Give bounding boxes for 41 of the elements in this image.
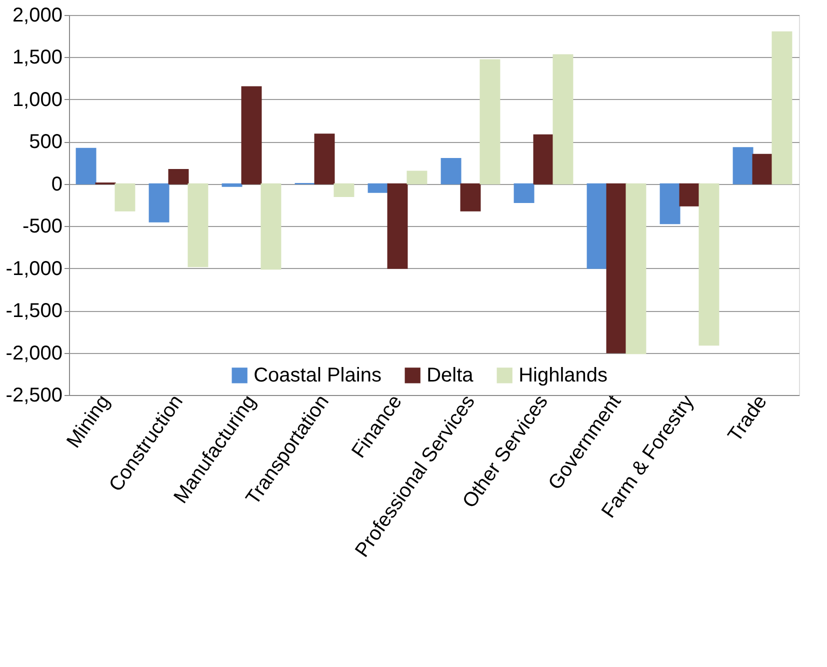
bar [586, 183, 608, 269]
bar [626, 183, 646, 354]
bar [168, 169, 189, 184]
y-tick-label: 500 [29, 131, 62, 154]
bar [114, 183, 136, 212]
bar [334, 183, 354, 198]
bar [440, 158, 462, 184]
y-tick-label: -500 [22, 216, 62, 238]
bar [188, 183, 208, 268]
y-tick-label: 1,000 [12, 88, 62, 111]
bar [660, 183, 680, 224]
y-tick-label: 2,000 [12, 4, 62, 26]
bar [480, 59, 500, 184]
bar [533, 134, 554, 184]
bar [314, 134, 335, 184]
y-tick-label: 0 [51, 173, 62, 196]
bar [148, 183, 170, 222]
bar [752, 154, 773, 184]
y-tick-label: -2,000 [6, 342, 62, 364]
y-tick-label: -1,500 [6, 300, 62, 322]
bar [606, 183, 627, 354]
bar [387, 183, 408, 269]
y-tick-label: 1,500 [12, 46, 62, 69]
bar [260, 183, 282, 270]
legend-label: Delta [426, 364, 474, 386]
legend-label: Highlands [518, 364, 608, 386]
bar [514, 183, 534, 203]
bar [460, 183, 481, 212]
bar [698, 183, 720, 346]
bar [222, 183, 242, 187]
legend-label: Coastal Plains [254, 364, 382, 386]
bar [679, 183, 700, 206]
y-tick-label: -1,000 [6, 258, 62, 280]
y-tick-label: -2,500 [6, 384, 62, 406]
bar [406, 170, 428, 184]
bar [76, 148, 96, 184]
bar [732, 147, 754, 184]
bar [241, 86, 262, 184]
bar [368, 183, 388, 193]
bar [552, 54, 574, 184]
bar [772, 31, 792, 184]
